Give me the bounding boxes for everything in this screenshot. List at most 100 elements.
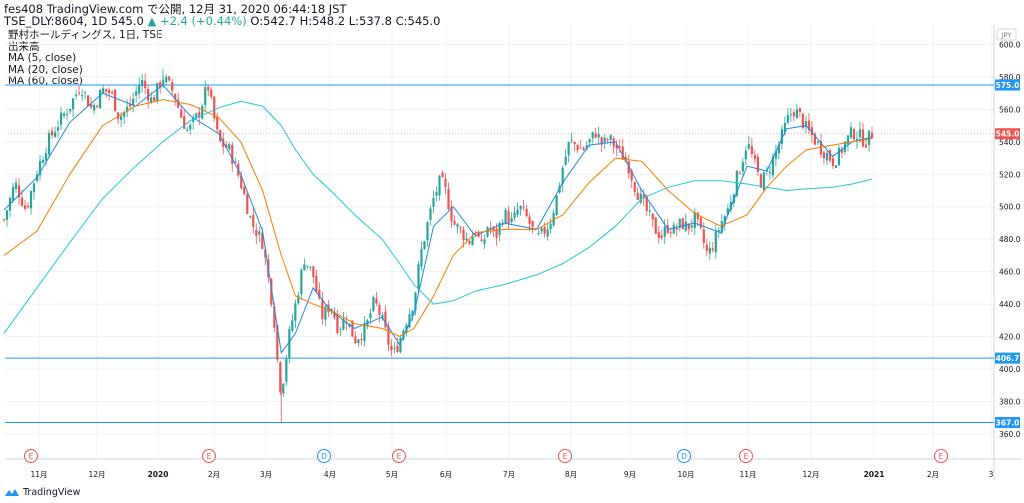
legend-volume[interactable]: 出来高 (8, 40, 40, 53)
candle-down (159, 81, 162, 88)
candle-down (336, 314, 339, 333)
candle-up (41, 159, 45, 163)
candle-down (831, 158, 835, 166)
legend-ma60[interactable]: MA (60, close) (8, 75, 83, 87)
legend-ma5[interactable]: MA (5, close) (8, 52, 77, 64)
candle-up (402, 330, 405, 340)
ma5-line (3, 84, 873, 355)
candle-down (810, 127, 814, 136)
candle-down (441, 172, 444, 178)
candle-down (354, 336, 357, 344)
candle-down (225, 144, 228, 149)
candle-up (258, 231, 261, 235)
candle-down (396, 345, 399, 352)
candle-down (654, 217, 657, 234)
candle-down (147, 89, 150, 101)
candle-up (858, 129, 862, 138)
y-tick-label: 600.0 (999, 40, 1021, 49)
candle-down (738, 172, 741, 174)
candle-up (846, 135, 850, 145)
x-tick-label: 6月 (440, 470, 452, 479)
candle-down (807, 120, 811, 130)
candle-up (74, 94, 78, 97)
candle-up (549, 223, 552, 230)
candle-up (483, 239, 486, 244)
candle-up (684, 221, 687, 231)
candle-down (252, 214, 255, 227)
candle-up (432, 198, 435, 207)
candle-down (474, 233, 477, 235)
price-tag (995, 352, 1020, 364)
candle-up (339, 329, 342, 331)
event-label: E (29, 452, 34, 461)
candle-up (726, 208, 729, 215)
candle-up (83, 92, 87, 94)
candle-up (546, 229, 549, 237)
event-label: D (321, 452, 327, 461)
candle-down (507, 211, 510, 224)
legend-title[interactable]: 野村ホールディングス, 1日, TSE (8, 29, 163, 41)
candle-down (675, 227, 678, 230)
candle-down (792, 112, 796, 117)
candle-up (285, 358, 288, 382)
candle-up (132, 98, 135, 106)
candle-down (447, 188, 450, 210)
candle-up (783, 122, 786, 133)
candle-down (642, 194, 645, 199)
candle-up (288, 328, 291, 358)
candle-down (114, 89, 117, 112)
tradingview-logo-icon (5, 489, 19, 496)
candle-down (333, 311, 336, 318)
event-label: E (563, 452, 568, 461)
candle-up (804, 121, 808, 127)
x-tick-label: 4月 (324, 470, 336, 479)
price-tag-label: 406.7 (996, 354, 1020, 363)
y-tick-label: 580.0 (999, 73, 1021, 82)
candle-down (801, 113, 805, 128)
candle-down (111, 92, 114, 94)
candle-up (80, 95, 84, 97)
candle-up (53, 132, 57, 137)
candle-up (513, 212, 516, 218)
candle-down (813, 134, 817, 145)
y-tick-label: 540.0 (999, 138, 1021, 147)
candle-up (744, 150, 747, 160)
candle-down (699, 217, 702, 228)
candle-down (618, 145, 621, 147)
tradingview-footer[interactable]: TradingView (4, 487, 80, 498)
candle-up (5, 210, 9, 220)
candle-up (414, 292, 417, 311)
candle-down (579, 147, 582, 149)
candle-down (600, 137, 603, 145)
legend-ma20[interactable]: MA (20, close) (8, 63, 83, 76)
candle-up (141, 80, 144, 87)
candle-up (381, 314, 384, 319)
candle-up (555, 195, 558, 215)
candle-up (678, 218, 681, 228)
candle-down (687, 223, 690, 230)
candle-down (240, 175, 243, 189)
candle-down (582, 147, 585, 150)
candle-up (552, 212, 555, 226)
candle-up (438, 175, 441, 196)
candle-down (606, 139, 609, 141)
candle-down (177, 99, 180, 108)
ohlc-values: O:542.7 H:548.2 L:537.8 C:545.0 (250, 14, 441, 28)
candle-up (297, 295, 300, 304)
candle-down (696, 212, 699, 220)
candle-up (708, 247, 711, 254)
candle-down (318, 289, 321, 299)
candle-up (429, 208, 432, 220)
candle-up (771, 156, 774, 176)
candle-down (828, 150, 832, 161)
candle-down (105, 88, 108, 92)
candle-down (822, 152, 826, 159)
candle-up (603, 137, 606, 143)
candle-up (93, 105, 96, 111)
y-tick-label: 360.0 (999, 430, 1021, 439)
candle-down (312, 266, 315, 278)
candle-down (261, 232, 264, 249)
candle-down (351, 320, 354, 337)
candle-up (309, 266, 312, 268)
